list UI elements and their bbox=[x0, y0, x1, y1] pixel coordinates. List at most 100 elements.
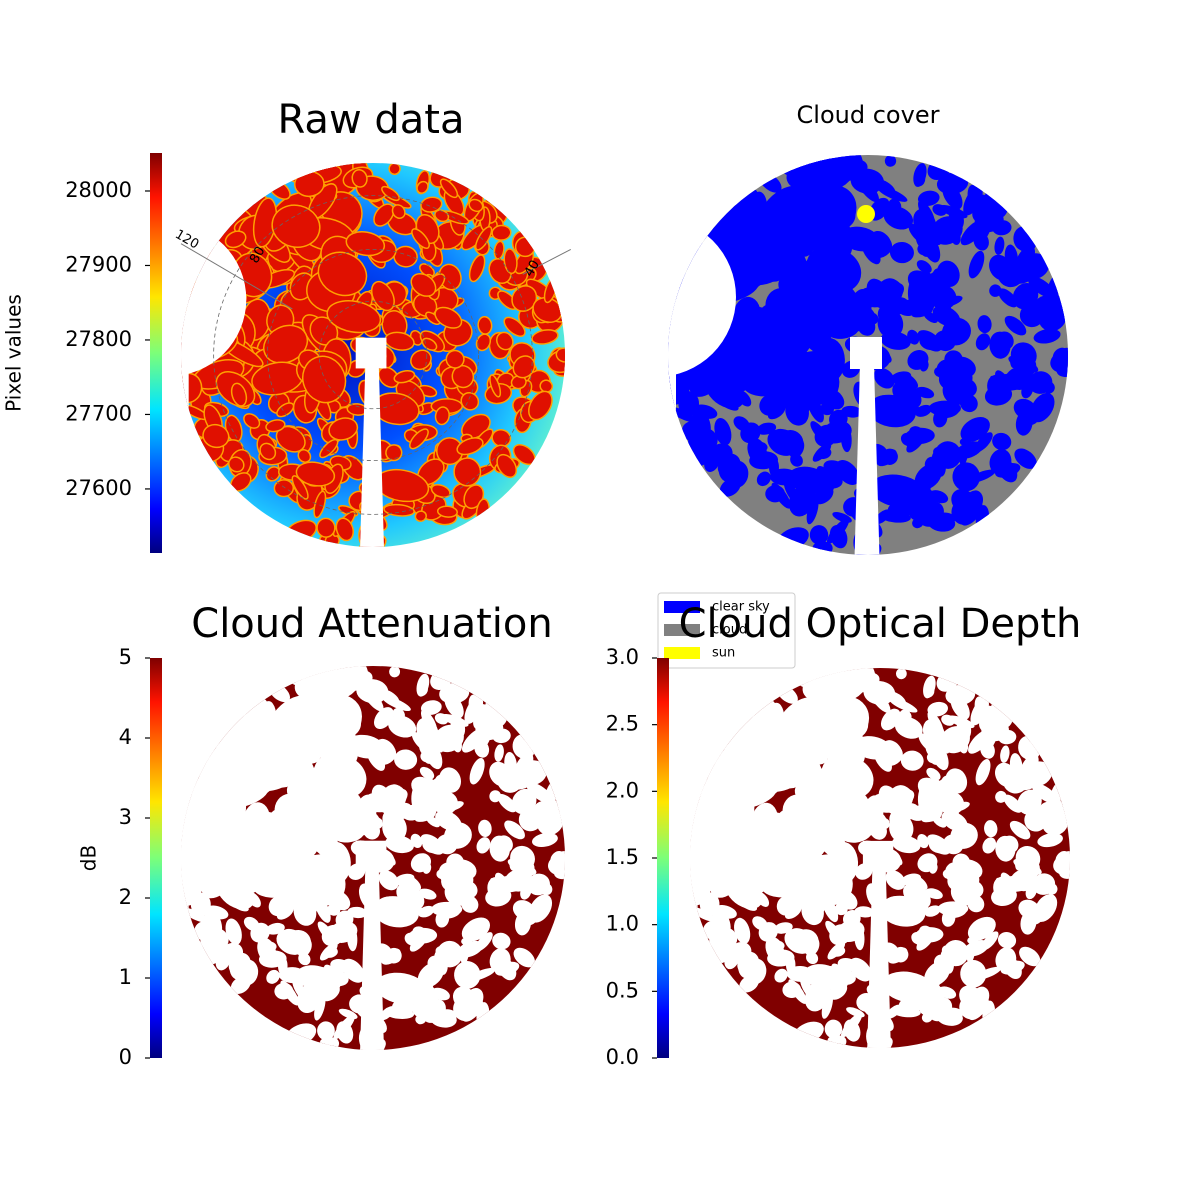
sky-patch bbox=[743, 191, 768, 243]
sky-patch bbox=[921, 1012, 933, 1023]
sky-patch bbox=[253, 701, 277, 750]
sky-patch bbox=[942, 183, 963, 210]
sky-patch bbox=[914, 463, 942, 491]
sky-patch bbox=[265, 466, 281, 482]
sky-patch bbox=[453, 457, 482, 487]
sky-patch bbox=[994, 236, 1005, 255]
sky-patch bbox=[843, 1019, 861, 1042]
sky-patch bbox=[669, 407, 697, 423]
polar-ring bbox=[318, 300, 428, 410]
sky-patch bbox=[496, 331, 514, 351]
sky-patch bbox=[927, 701, 948, 717]
sky-patch bbox=[761, 702, 785, 751]
sky-patch bbox=[923, 686, 935, 698]
mast-head bbox=[355, 337, 387, 369]
sky-patch bbox=[846, 162, 862, 181]
legend-swatch bbox=[664, 624, 700, 636]
sky-patch bbox=[806, 497, 819, 525]
sky-patch bbox=[1012, 282, 1039, 310]
sky-patch bbox=[276, 929, 305, 955]
sky-patch bbox=[308, 686, 337, 722]
sky-patch bbox=[804, 964, 842, 988]
sky-patch bbox=[1014, 448, 1037, 469]
sky-patch bbox=[714, 225, 736, 243]
horizon-notch bbox=[668, 217, 736, 377]
sky-patch bbox=[895, 668, 907, 680]
sky-patch bbox=[274, 982, 294, 1000]
sky-patch bbox=[528, 894, 553, 923]
sky-patch bbox=[912, 517, 924, 529]
sky-image bbox=[668, 155, 1068, 555]
sky-patch bbox=[410, 272, 437, 297]
sky-patch bbox=[774, 968, 788, 983]
sky-patch bbox=[1018, 859, 1040, 881]
sky-patch bbox=[943, 939, 969, 967]
sky-patch bbox=[497, 794, 517, 813]
sky-patch bbox=[411, 731, 430, 752]
mast bbox=[359, 867, 385, 1050]
sky-patch bbox=[690, 427, 718, 452]
sky-patch bbox=[824, 1019, 843, 1039]
sky-patch bbox=[1004, 315, 1027, 336]
sky-patch bbox=[820, 402, 835, 416]
sky-patch bbox=[812, 443, 832, 462]
sky-patch bbox=[476, 837, 491, 854]
sky-patch bbox=[913, 174, 926, 187]
sky-patch bbox=[347, 906, 368, 919]
sky-patch bbox=[435, 910, 450, 928]
sky-patch bbox=[941, 714, 955, 726]
sky-patch bbox=[754, 324, 800, 364]
mast-head bbox=[355, 840, 387, 872]
sky-patch bbox=[326, 300, 382, 334]
sky-patch bbox=[907, 270, 934, 294]
sky-patch bbox=[788, 466, 828, 492]
sky-patch bbox=[417, 684, 428, 697]
sky-patch bbox=[202, 423, 230, 449]
sky-patch bbox=[263, 324, 309, 364]
sky-patch bbox=[1042, 381, 1055, 394]
sky-patch bbox=[836, 920, 865, 943]
sky-patch bbox=[809, 525, 829, 545]
sky-patch bbox=[464, 988, 484, 1012]
sky-patch bbox=[786, 163, 817, 190]
sky-patch bbox=[901, 873, 922, 886]
sky-patch bbox=[968, 729, 992, 754]
sky-patch bbox=[310, 820, 338, 848]
legend: clear sky cloud sun bbox=[657, 592, 796, 669]
sky-patch bbox=[800, 176, 831, 214]
sky-patch bbox=[929, 490, 949, 504]
sky-patch bbox=[734, 735, 755, 752]
sky-patch bbox=[547, 853, 565, 876]
sky-patch bbox=[417, 962, 444, 988]
sky-patch bbox=[461, 917, 491, 942]
sky-patch bbox=[389, 666, 401, 678]
sky-patch bbox=[691, 907, 717, 922]
sky-patch bbox=[445, 349, 465, 369]
sky-patch bbox=[890, 1006, 921, 1018]
sky-patch bbox=[800, 977, 816, 1001]
sky-patch bbox=[1019, 946, 1041, 967]
sky-patch bbox=[437, 1009, 458, 1021]
sky-patch bbox=[771, 828, 816, 866]
sky-patch bbox=[1009, 753, 1023, 778]
sky-patch bbox=[944, 350, 963, 369]
sky-patch bbox=[420, 700, 442, 715]
sky-patch bbox=[881, 448, 898, 465]
sky-patch bbox=[329, 921, 358, 943]
sky-patch bbox=[784, 905, 802, 919]
colorbar-tick-label: 2.0 bbox=[606, 778, 639, 802]
sky-patch bbox=[327, 903, 341, 916]
sky-patch bbox=[873, 367, 895, 389]
sky-patch bbox=[477, 315, 493, 335]
sky-patch bbox=[374, 707, 394, 730]
sky-patch bbox=[528, 390, 553, 421]
colorbar-tick-label: 1.5 bbox=[606, 845, 639, 869]
sky-patch bbox=[336, 1021, 354, 1044]
sky-patch bbox=[531, 832, 558, 847]
sky-patch bbox=[512, 355, 536, 379]
sky-patch bbox=[243, 413, 261, 429]
sky-patch bbox=[945, 768, 968, 794]
sky-patch bbox=[768, 945, 784, 962]
sky-patch bbox=[995, 877, 1007, 900]
